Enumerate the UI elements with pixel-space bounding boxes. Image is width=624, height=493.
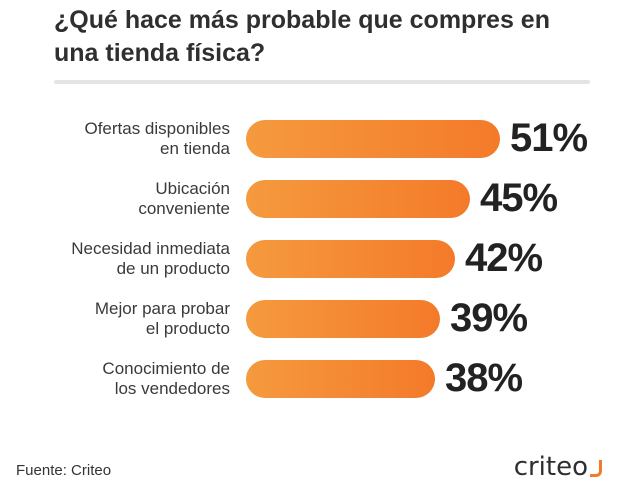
value-label: 45% [480,176,558,220]
category-label-line: de un producto [116,259,230,278]
bar [246,360,435,398]
value-label: 39% [450,296,528,340]
bar [246,300,440,338]
category-label: Ofertas disponibles en tienda [30,119,230,159]
source-note: Fuente: Criteo [16,462,112,479]
value-label: 38% [445,356,523,400]
bar [246,180,470,218]
value-label: 51% [510,116,588,160]
category-label-line: Necesidad inmediata [71,239,230,258]
category-label-line: el producto [145,319,230,338]
value-label: 42% [465,236,543,280]
category-label-line: Ubicación [155,179,230,198]
bar [246,120,500,158]
category-label-line: Conocimiento de [102,359,230,378]
bar [246,240,455,278]
category-label-line: Ofertas disponibles [84,119,230,138]
category-label: Conocimiento de los vendedores [30,359,230,399]
category-label-line: Mejor para probar [94,299,230,318]
category-label-line: en tienda [160,139,230,158]
category-label-line: los vendedores [114,379,230,398]
category-label: Mejor para probar el producto [30,299,230,339]
logo-text: criteo [513,452,588,482]
category-label: Necesidad inmediata de un producto [30,239,230,279]
chart-title: ¿Qué hace más probable que compres en un… [54,6,550,67]
logo-mark-icon [590,460,602,477]
category-label-line: conveniente [138,199,230,218]
category-label: Ubicación conveniente [30,179,230,219]
title-divider [54,80,590,84]
criteo-logo: criteo [514,452,602,482]
